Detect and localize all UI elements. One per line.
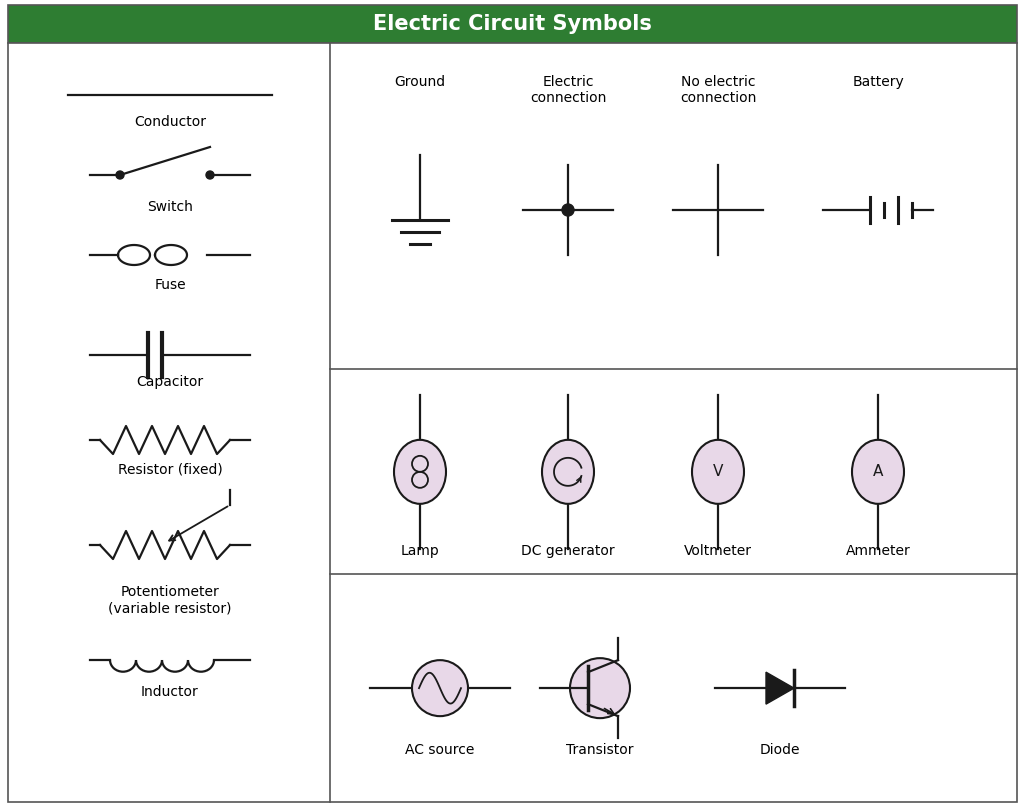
Text: AC source: AC source (405, 743, 475, 757)
Text: Potentiometer
(variable resistor): Potentiometer (variable resistor) (109, 585, 232, 615)
Text: Resistor (fixed): Resistor (fixed) (118, 462, 222, 476)
Ellipse shape (692, 440, 744, 504)
Circle shape (562, 204, 574, 216)
Text: Ammeter: Ammeter (846, 544, 910, 558)
Text: No electric
connection: No electric connection (680, 75, 756, 105)
Text: V: V (712, 464, 724, 480)
Text: Electric Circuit Symbols: Electric Circuit Symbols (372, 14, 652, 34)
Text: Ground: Ground (395, 75, 446, 89)
Bar (8, 5, 1017, 43)
Text: Electric
connection: Electric connection (530, 75, 606, 105)
Text: Diode: Diode (760, 743, 801, 757)
Text: Battery: Battery (852, 75, 904, 89)
Text: Switch: Switch (147, 200, 193, 214)
Text: Inductor: Inductor (141, 685, 199, 699)
Text: DC generator: DC generator (521, 544, 615, 558)
Ellipse shape (394, 440, 446, 504)
Text: Transistor: Transistor (566, 743, 633, 757)
Ellipse shape (570, 659, 630, 718)
Text: Conductor: Conductor (134, 115, 206, 129)
Polygon shape (766, 672, 794, 704)
Text: Capacitor: Capacitor (136, 375, 204, 389)
Text: Voltmeter: Voltmeter (684, 544, 752, 558)
Text: A: A (873, 464, 884, 480)
Ellipse shape (542, 440, 594, 504)
Ellipse shape (412, 660, 468, 716)
Circle shape (206, 171, 214, 179)
Text: Fuse: Fuse (154, 278, 186, 292)
Text: Lamp: Lamp (401, 544, 440, 558)
Ellipse shape (852, 440, 904, 504)
Circle shape (116, 171, 124, 179)
